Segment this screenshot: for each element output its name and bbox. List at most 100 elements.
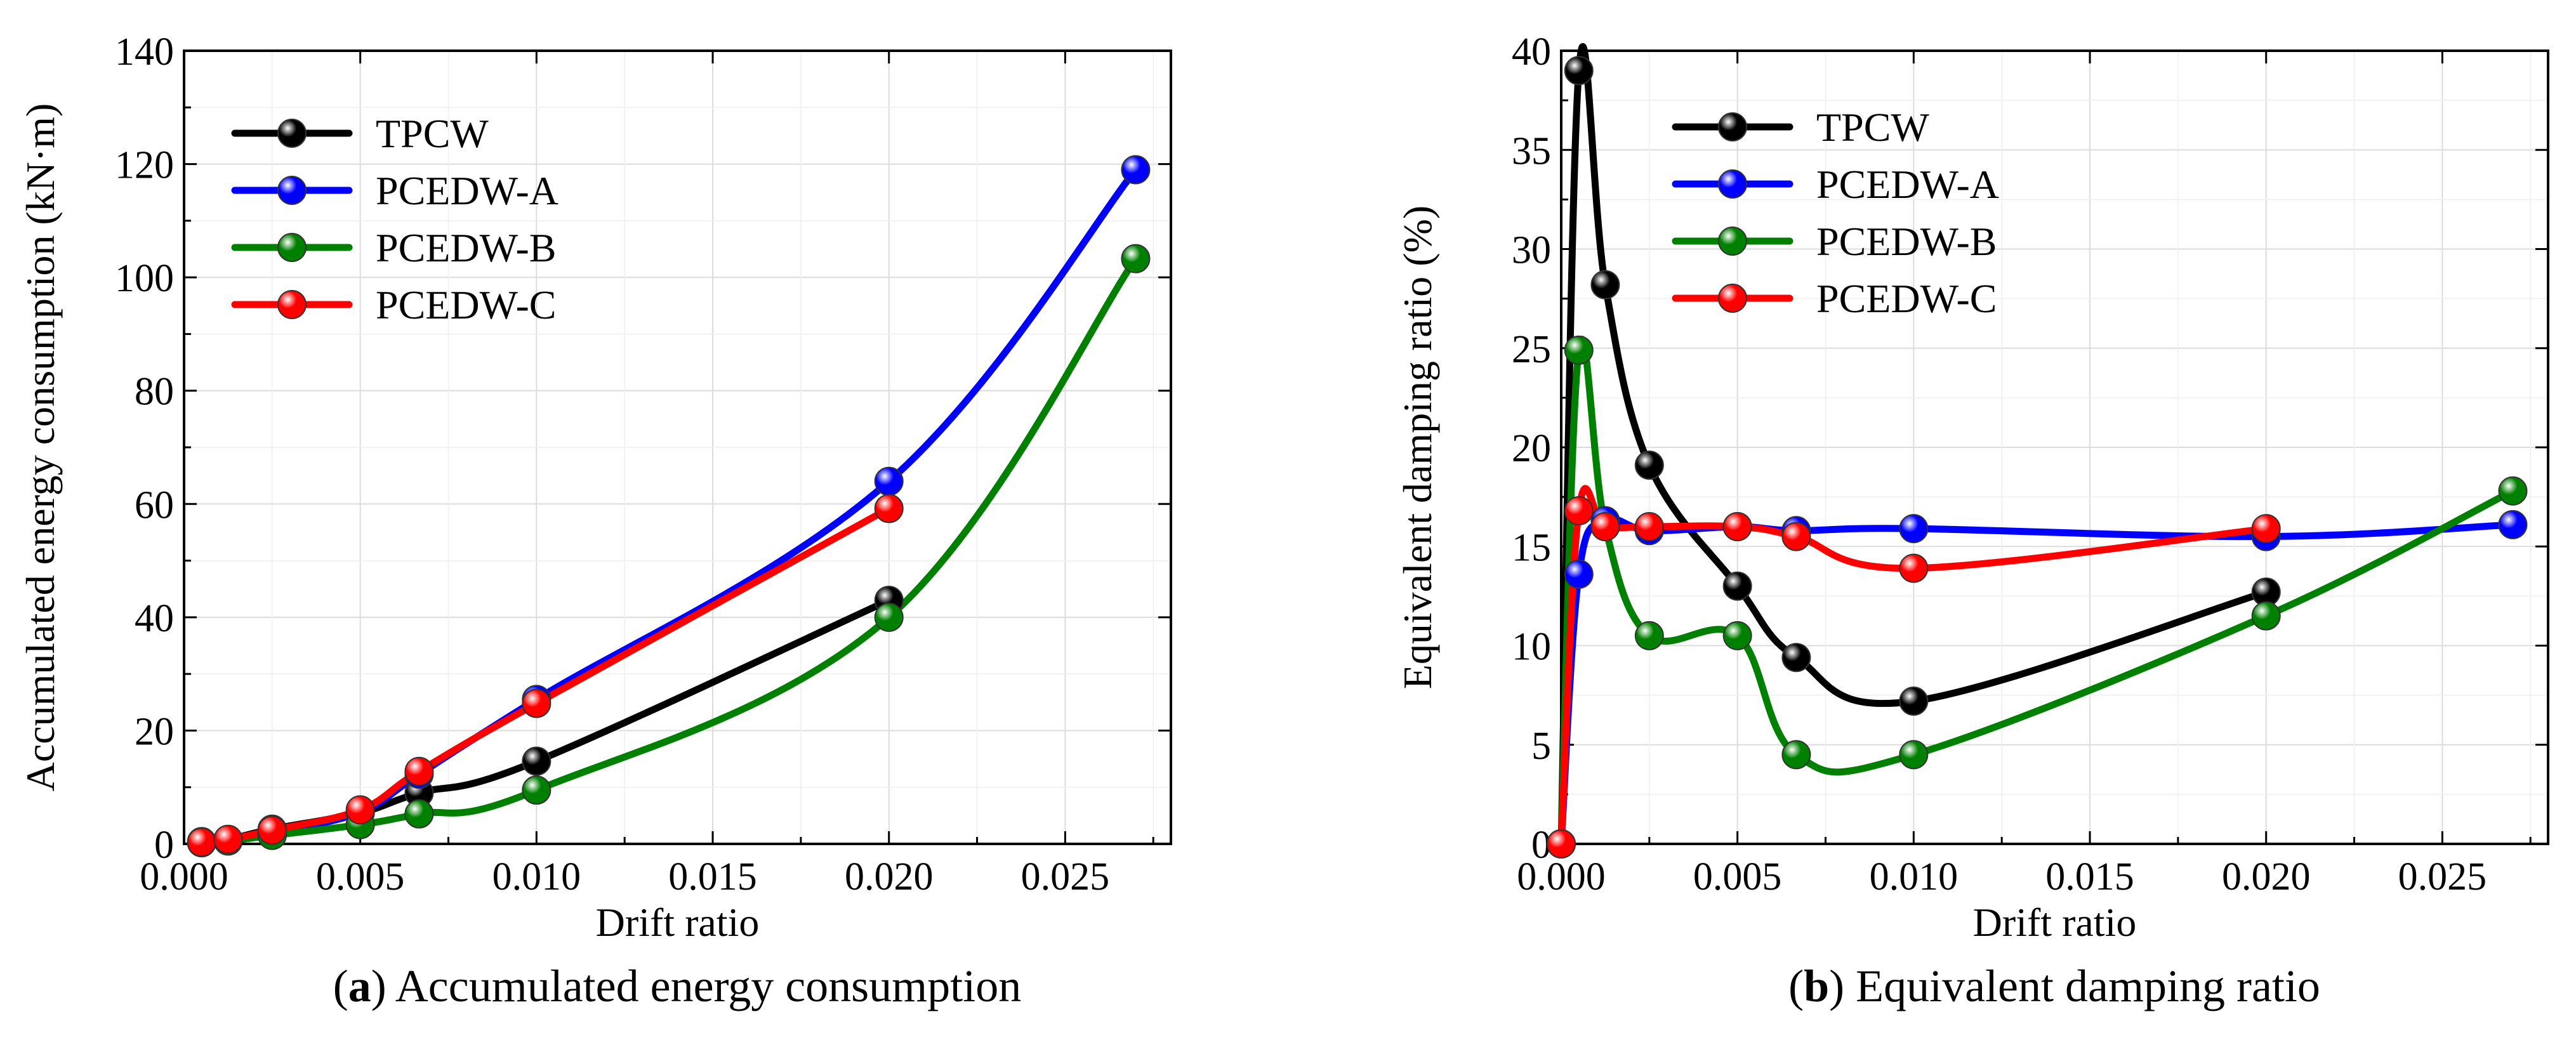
series-line-pcedw-c: [1557, 485, 2270, 848]
y-tick-label: 30: [1512, 229, 1551, 272]
legend-label: PCEDW-C: [376, 282, 556, 327]
y-tick-label: 5: [1531, 725, 1551, 768]
y-tick-label: 80: [135, 371, 174, 414]
y-tick-label: 40: [1512, 30, 1551, 74]
caption-paren: ): [1829, 961, 1844, 1011]
data-point-pcedw-c: [2251, 514, 2281, 544]
caption-paren: (: [1788, 961, 1804, 1011]
x-tick-label: 0.010: [1870, 855, 1958, 898]
minor-grid: [184, 51, 1171, 844]
x-tick-label: 0.015: [668, 855, 757, 898]
caption-paren: (: [333, 961, 348, 1011]
data-point-pcedw-c: [257, 815, 287, 845]
data-point-pcedw-c: [187, 827, 216, 857]
data-point-pcedw-c: [874, 494, 904, 523]
legend-label: PCEDW-C: [1816, 276, 1997, 321]
legend-label: PCEDW-B: [1816, 219, 1997, 264]
data-point-pcedw-c: [1590, 512, 1620, 541]
data-point-pcedw-b: [1781, 740, 1811, 770]
legend-swatch-marker: [277, 119, 307, 148]
data-point-pcedw-c: [345, 795, 375, 825]
x-tick-label: 0.010: [492, 855, 581, 898]
y-axis-label: Equivalent damping ratio (%): [1395, 206, 1440, 689]
legend-swatch-marker: [277, 233, 307, 262]
data-point-pcedw-b: [1899, 740, 1929, 770]
legend-swatch-marker: [1718, 284, 1747, 313]
legend-label: PCEDW-A: [376, 168, 558, 213]
y-tick-label: 10: [1512, 626, 1551, 669]
data-point-pcedw-b: [2498, 476, 2528, 506]
y-tick-label: 120: [115, 144, 174, 187]
legend-swatch-marker: [277, 290, 307, 319]
y-tick-label: 100: [115, 257, 174, 300]
legend-label: TPCW: [376, 111, 489, 156]
x-tick-label: 0.015: [2045, 855, 2134, 898]
data-point-pcedw-a: [2498, 510, 2528, 539]
x-axis-label: Drift ratio: [596, 900, 760, 945]
data-point-pcedw-b: [2251, 601, 2281, 631]
data-point-pcedw-c: [1564, 496, 1594, 525]
x-tick-label: 0.025: [2398, 855, 2487, 898]
caption-text: Equivalent damping ratio: [1844, 961, 2320, 1011]
x-tick-label: 0.020: [845, 855, 934, 898]
data-point-pcedw-a: [1121, 155, 1151, 185]
x-axis-label: Drift ratio: [1973, 900, 2137, 945]
data-point-pcedw-c: [1634, 512, 1664, 541]
y-tick-label: 60: [135, 483, 174, 527]
data-point-pcedw-b: [1722, 621, 1752, 650]
series-line-pcedw-b: [198, 255, 1139, 846]
x-tick-label: 0.000: [1517, 855, 1606, 898]
legend-label: TPCW: [1816, 105, 1929, 150]
y-tick-label: 0: [154, 824, 174, 867]
data-point-pcedw-b: [874, 602, 904, 632]
y-tick-label: 20: [135, 710, 174, 753]
data-point-pcedw-b: [404, 799, 434, 829]
data-point-pcedw-c: [1781, 522, 1811, 551]
caption: (b) Equivalent damping ratio: [1788, 961, 2320, 1011]
data-point-tpcw: [1564, 56, 1594, 86]
caption-letter: b: [1804, 961, 1829, 1011]
caption-text: Accumulated energy consumption: [386, 961, 1021, 1011]
data-point-tpcw: [1634, 451, 1664, 480]
data-point-pcedw-c: [1547, 829, 1576, 858]
chart-a: 0.000 0.005 0.010 0.015 0.020 0.025 0 20 40 60 80 1…: [18, 30, 1172, 1011]
x-tick-label: 0.025: [1021, 855, 1110, 898]
caption: (a) Accumulated energy consumption: [333, 961, 1021, 1011]
y-tick-label: 20: [1512, 427, 1551, 470]
caption-paren: ): [371, 961, 386, 1011]
data-point-pcedw-b: [1634, 621, 1664, 650]
legend-label: PCEDW-B: [376, 225, 556, 270]
data-point-tpcw: [1722, 571, 1752, 601]
data-point-tpcw: [1590, 270, 1620, 299]
y-tick-label: 140: [115, 30, 174, 74]
y-axis-label: Accumulated energy consumption (kN·m): [18, 103, 63, 792]
y-tick-label: 25: [1512, 328, 1551, 371]
data-point-pcedw-b: [1564, 335, 1594, 365]
y-tick-label: 40: [135, 597, 174, 640]
data-point-pcedw-a: [1564, 560, 1594, 589]
x-tick-label: 0.005: [1693, 855, 1782, 898]
data-point-pcedw-c: [213, 824, 243, 854]
grid: [1561, 50, 2548, 845]
legend-swatch-marker: [1718, 227, 1747, 256]
legend-swatch-marker: [1718, 112, 1747, 141]
data-point-pcedw-a: [1899, 514, 1929, 544]
series-line-tpcw: [198, 596, 893, 845]
legend-swatch-marker: [277, 176, 307, 205]
chart-b: 0.000 0.005 0.010 0.015 0.020 0.0250510152025…: [1395, 30, 2549, 1011]
x-tick-label: 0.000: [140, 855, 228, 898]
data-point-pcedw-a: [874, 466, 904, 496]
y-tick-label: 15: [1512, 526, 1551, 569]
legend: TPCW PCEDW-A PCEDW-B PCEDW-C: [231, 111, 558, 327]
data-point-pcedw-b: [522, 775, 552, 805]
series-line-pcedw-b: [1557, 336, 2516, 848]
data-point-tpcw: [1781, 643, 1811, 673]
data-point-pcedw-c: [522, 688, 552, 718]
data-point-pcedw-c: [404, 756, 434, 786]
data-point-pcedw-c: [1899, 553, 1929, 583]
legend-label: PCEDW-A: [1816, 162, 1999, 207]
y-tick-label: 35: [1512, 129, 1551, 173]
legend: TPCW PCEDW-A PCEDW-B PCEDW-C: [1672, 105, 1999, 321]
